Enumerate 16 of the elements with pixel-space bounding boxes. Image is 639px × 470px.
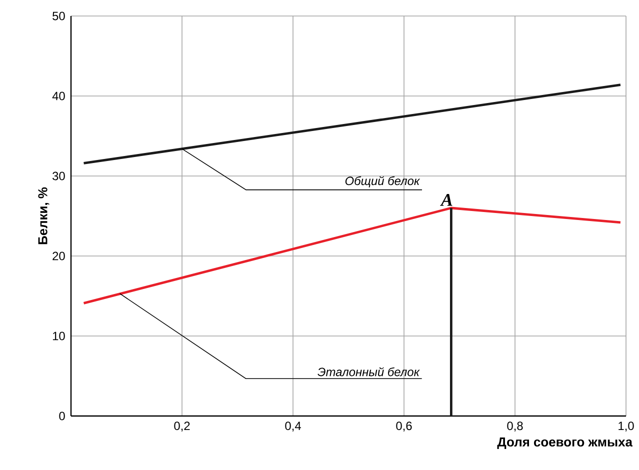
annotation: Эталонный белок [318,367,420,376]
x-tick-label: 0,8 [507,422,523,432]
annotation: A [440,194,452,206]
y-tick-label: 30 [52,172,65,180]
y-tick-label: 20 [52,252,65,260]
annotation: Общий белок [345,176,420,188]
y-tick-label: 0 [59,412,65,420]
y-axis-title: Белки, % [38,187,50,244]
y-tick-label: 40 [52,92,65,100]
y-tick-label: 50 [52,12,65,20]
y-tick-label: 10 [52,332,65,340]
x-tick-label: 0,6 [396,422,412,432]
x-tick-label: 1,0 [618,422,634,432]
x-axis-title: Доля соевого жмыха [497,438,633,450]
x-tick-label: 0,4 [285,422,301,432]
x-tick-label: 0,2 [174,422,190,432]
